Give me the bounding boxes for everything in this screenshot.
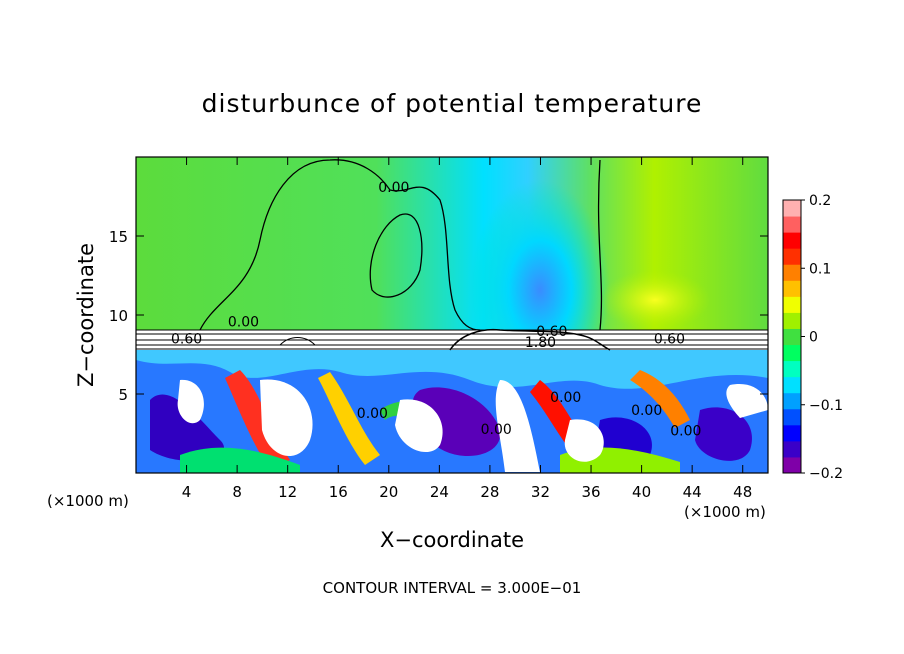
x-tick-label: 4 [182,483,192,501]
x-tick-label: 32 [531,483,550,501]
y-axis: 5 10 15 [109,228,768,404]
colorbar-segment [783,296,801,313]
x-tick-label: 36 [581,483,600,501]
y-axis-label: Z−coordinate [74,243,98,387]
y-tick-label: 15 [109,228,128,246]
x-tick-label: 24 [430,483,449,501]
contour-label: 1.80 [525,335,556,351]
x-tick-label: 20 [379,483,398,501]
colorbar-segment [783,408,801,426]
contour-label: 0.00 [357,406,388,422]
colorbar-segment [783,360,801,378]
x-axis: 4 8 12 16 20 24 28 32 36 40 44 48 [182,157,752,501]
colorbar-segment [783,312,801,329]
x-unit-right: (×1000 m) [684,503,766,521]
colorbar-segment [783,424,801,442]
x-tick-label: 12 [278,483,297,501]
contour-zero-upper [199,159,603,331]
colorbar-tick-label: 0.2 [809,193,831,209]
inversion-contours [136,328,768,351]
contour-label: 0.60 [171,332,202,348]
turbulent-eddies [136,360,768,473]
contour-labels: 0.000.000.60 0.600.601.800.000.000.000.00… [171,180,701,439]
colorbar-segment [783,344,801,362]
contour-label: 0.00 [550,390,581,406]
x-unit-left: (×1000 m) [47,492,129,510]
contour-label: 0.00 [631,403,662,419]
plot-area [136,157,768,473]
colorbar-segment [783,232,801,249]
contour-label: 0.60 [536,324,567,340]
chart-title: disturbunce of potential temperature [202,89,703,118]
x-tick-label: 40 [632,483,651,501]
contour-label: 0.00 [378,180,409,196]
colorbar-segment [783,456,801,474]
x-axis-label: X−coordinate [380,528,524,552]
contour-label: 0.00 [228,314,259,330]
contour-label: 0.00 [670,423,701,439]
colorbar-segment [783,392,801,410]
colorbar-tick-label: 0 [809,330,818,346]
colorbar-segment [783,440,801,458]
colorbar-segment [783,216,801,233]
colorbar-tick-label: −0.1 [809,398,843,414]
contour-label: 0.60 [654,332,685,348]
x-tick-label: 44 [683,483,702,501]
colorbar-segment [783,376,801,394]
y-tick-label: 10 [109,307,128,325]
contour-label: 0.00 [481,422,512,438]
y-tick-label: 5 [118,386,128,404]
colorbar-segment [783,264,801,281]
x-tick-label: 8 [232,483,242,501]
x-tick-label: 28 [480,483,499,501]
colorbar: 0.2 0.1 0 −0.1 −0.2 [782,193,843,482]
colorbar-tick-label: 0.1 [809,261,831,277]
warm-anomaly [600,270,710,330]
colorbar-tick-label: −0.2 [809,466,843,482]
colorbar-segment [783,248,801,265]
colorbar-segment [783,280,801,297]
contour-interval-note: CONTOUR INTERVAL = 3.000E−01 [323,579,582,597]
colorbar-segment [783,200,801,217]
x-tick-label: 16 [329,483,348,501]
colorbar-segment [783,328,801,346]
x-tick-label: 48 [733,483,752,501]
